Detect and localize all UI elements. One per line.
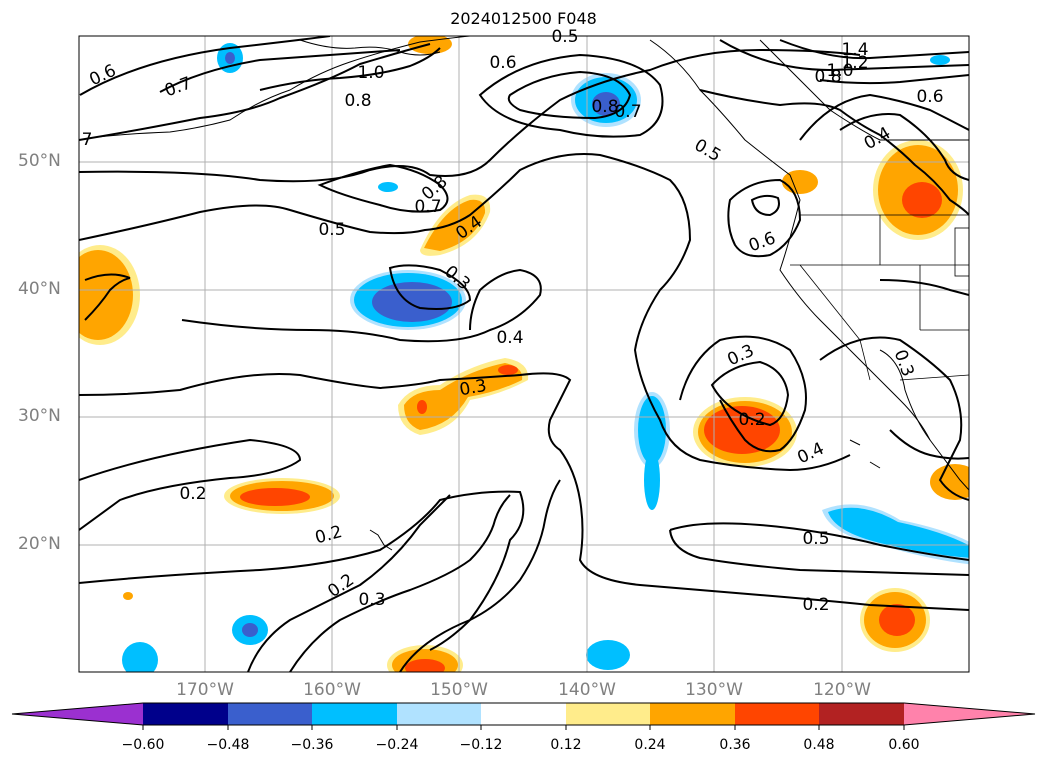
lon-label: 150°W xyxy=(430,680,488,700)
lon-label: 130°W xyxy=(685,680,743,700)
colorbar-segment xyxy=(819,703,904,725)
map-title: 2024012500 F048 xyxy=(450,9,597,28)
contour-label: 0.2 xyxy=(324,570,358,602)
lon-label: 160°W xyxy=(303,680,361,700)
contour-label: 1.0 xyxy=(826,61,853,81)
colorbar-segment xyxy=(566,703,650,725)
positive-anomaly-region xyxy=(930,464,969,500)
colorbar-tick-label: 0.12 xyxy=(550,737,582,753)
negative-anomaly-region xyxy=(638,396,666,464)
positive-anomaly-region xyxy=(404,363,523,430)
colorbar-tick-label: 0.36 xyxy=(719,737,751,753)
contour-label: 1.2 xyxy=(841,53,868,73)
colorbar-tick-label: 0.24 xyxy=(634,737,666,753)
contour-label: 0.3 xyxy=(458,376,488,400)
contour-label: 0.3 xyxy=(724,341,757,371)
contour-label: 0.4 xyxy=(496,328,523,348)
colorbar-max-extend xyxy=(904,703,1035,725)
positive-anomaly-region xyxy=(123,592,133,600)
contour-label: 0.4 xyxy=(794,439,827,469)
colorbar xyxy=(11,702,1036,730)
colorbar-segment xyxy=(650,703,735,725)
colorbar-tick-label: −0.36 xyxy=(290,737,334,753)
contour-label: 0.6 xyxy=(86,61,119,91)
contour-label: 7 xyxy=(82,130,93,150)
positive-anomaly-region xyxy=(79,250,133,340)
colorbar-tick-label: 0.60 xyxy=(888,737,920,753)
negative-anomaly-region xyxy=(242,623,258,637)
colorbar-segment xyxy=(312,703,397,725)
contour-label: 0.5 xyxy=(802,529,829,549)
contour-label: 0.7 xyxy=(414,197,441,217)
positive-anomaly-region xyxy=(498,365,518,375)
contour-label: 1.4 xyxy=(841,40,868,60)
graticule xyxy=(79,36,969,672)
contour-lines xyxy=(79,36,969,672)
positive-anomaly-region xyxy=(240,488,310,506)
plot-frame xyxy=(78,35,970,673)
contour-label: 0.2 xyxy=(738,410,765,430)
contour-label: 0.8 xyxy=(344,91,371,111)
negative-anomaly-region xyxy=(586,640,630,670)
negative-anomaly-region xyxy=(930,55,950,65)
contour-label: 0.2 xyxy=(179,484,206,504)
lat-label: 20°N xyxy=(18,534,61,554)
positive-anomaly-region xyxy=(879,604,915,636)
contour-label: 1.0 xyxy=(357,63,384,83)
colorbar-tick-label: −0.12 xyxy=(459,737,503,753)
positive-anomaly-region xyxy=(405,659,445,672)
colorbar-tick-label: −0.48 xyxy=(206,737,250,753)
contour-labels: 0.6 0.7 1.0 0.8 7 0.5 0.6 0.8 0.7 0.5 1.… xyxy=(82,27,944,615)
contour-label: 0.5 xyxy=(551,27,578,47)
negative-anomaly-region xyxy=(592,92,620,116)
state-borders xyxy=(790,214,969,381)
contour-label: 0.6 xyxy=(489,53,516,73)
lat-label: 30°N xyxy=(18,406,61,426)
lat-label: 50°N xyxy=(18,151,61,171)
lat-label: 40°N xyxy=(18,279,61,299)
contour-label: 0.5 xyxy=(691,135,724,166)
contour-label: 0.3 xyxy=(358,590,385,610)
colorbar-segment xyxy=(228,703,312,725)
contour-label: 0.3 xyxy=(890,347,918,379)
colorbar-segment xyxy=(397,703,481,725)
contour-label: 0.2 xyxy=(802,595,829,615)
contour-label: 0.8 xyxy=(814,67,841,87)
lon-label: 120°W xyxy=(813,680,871,700)
colorbar-tick-label: −0.24 xyxy=(375,737,419,753)
negative-anomaly-region xyxy=(644,450,660,510)
negative-anomaly-region xyxy=(225,52,235,64)
colorbar-min-extend xyxy=(12,703,143,725)
positive-anomaly-region xyxy=(424,199,486,251)
colorbar-segment xyxy=(481,703,566,725)
positive-anomaly-region xyxy=(902,182,942,218)
contour-label: 0.7 xyxy=(614,102,641,122)
negative-anomaly-region xyxy=(122,642,158,672)
positive-anomaly-region xyxy=(417,400,427,414)
contour-label: 0.2 xyxy=(313,522,344,548)
lon-label: 170°W xyxy=(176,680,234,700)
contour-label: 0.8 xyxy=(591,97,618,117)
contour-label: 0.5 xyxy=(318,220,345,240)
negative-anomaly-region xyxy=(378,182,398,192)
colorbar-tick-label: 0.48 xyxy=(803,737,835,753)
lon-label: 140°W xyxy=(558,680,616,700)
positive-anomaly-region xyxy=(704,406,780,454)
colorbar-segment xyxy=(735,703,819,725)
colorbar-segment xyxy=(143,703,228,725)
contour-label: 0.6 xyxy=(916,87,943,107)
colorbar-tick-label: −0.60 xyxy=(121,737,165,753)
negative-anomaly-region xyxy=(372,282,452,322)
